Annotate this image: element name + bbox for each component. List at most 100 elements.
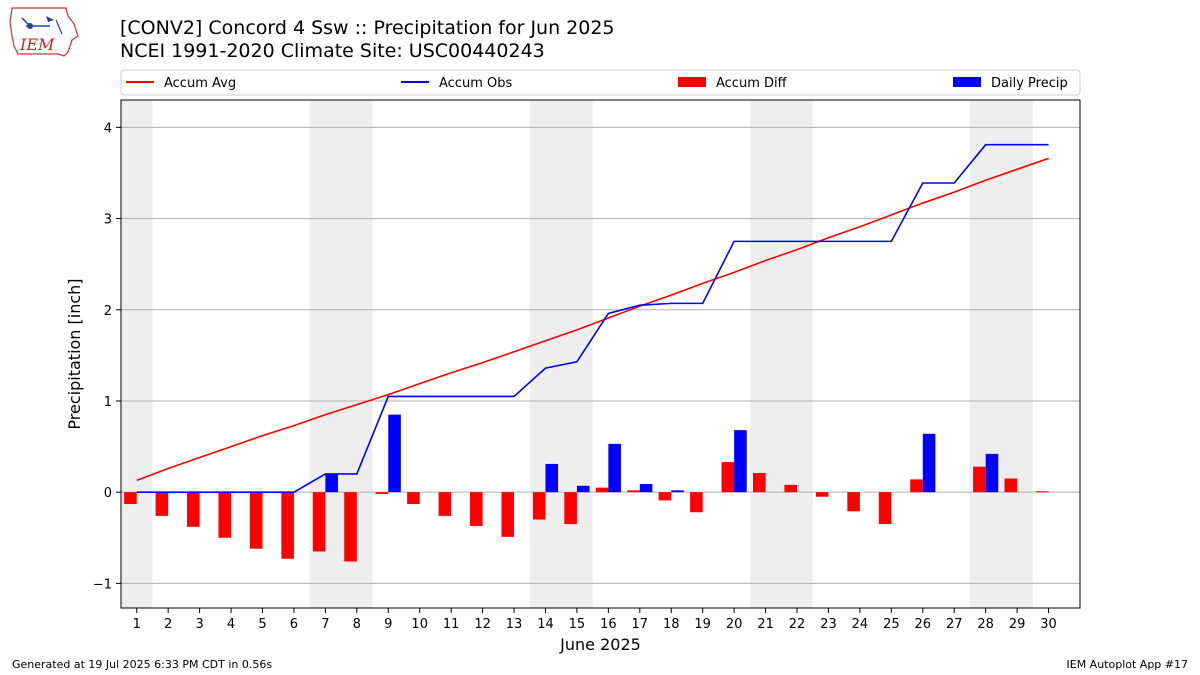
iem-logo: IEM xyxy=(9,7,79,57)
accum-diff-bar xyxy=(187,492,200,527)
grid-lines xyxy=(121,126,1080,584)
weekend-shade xyxy=(969,100,1033,608)
bars xyxy=(124,414,1049,562)
x-tick-label: 20 xyxy=(726,617,743,632)
accum-diff-bar xyxy=(281,492,294,559)
chart-subtitle: NCEI 1991-2020 Climate Site: USC00440243 xyxy=(120,40,545,62)
y-tick-label: −1 xyxy=(93,577,112,592)
accum-diff-bar xyxy=(973,466,986,493)
chart-title: [CONV2] Concord 4 Ssw :: Precipitation f… xyxy=(120,17,615,39)
accum-diff-bar xyxy=(658,492,672,501)
x-tick-label: 7 xyxy=(321,617,329,632)
weekend-shade xyxy=(121,100,153,608)
x-tick-label: 28 xyxy=(977,617,994,632)
accum-diff-bar xyxy=(407,492,420,505)
x-tick-label: 13 xyxy=(506,617,523,632)
accum-avg-line xyxy=(136,157,1049,482)
legend-frame xyxy=(120,69,1081,96)
x-tick-label: 4 xyxy=(227,617,235,632)
legend: Accum Avg Accum Obs Accum Diff Daily Precip xyxy=(120,69,1081,96)
accum-obs-line xyxy=(136,143,1049,493)
daily-precip-bar xyxy=(608,443,621,493)
legend-label: Accum Obs xyxy=(439,76,512,91)
daily-precip-bar xyxy=(985,453,999,493)
daily-precip-bar xyxy=(671,490,684,493)
legend-label: Daily Precip xyxy=(991,76,1068,91)
accum-diff-bar xyxy=(438,492,452,516)
x-tick-label: 22 xyxy=(789,617,806,632)
x-tick-label: 15 xyxy=(569,617,586,632)
x-tick-label: 10 xyxy=(411,617,428,632)
y-tick-label: 0 xyxy=(104,486,112,501)
x-tick-label: 8 xyxy=(353,617,361,632)
series-lines xyxy=(136,143,1049,493)
x-tick-label: 2 xyxy=(164,617,172,632)
daily-precip-bar xyxy=(545,463,559,493)
accum-diff-bar xyxy=(155,492,169,516)
x-tick-label: 30 xyxy=(1040,617,1057,632)
x-tick-label: 16 xyxy=(600,617,617,632)
legend-swatch-bar xyxy=(953,77,981,87)
daily-precip-bar xyxy=(734,430,747,493)
x-tick-label: 26 xyxy=(915,617,932,632)
accum-diff-bar xyxy=(752,473,766,493)
x-tick-label: 18 xyxy=(663,617,680,632)
y-tick-label: 2 xyxy=(104,304,112,319)
y-tick-label: 3 xyxy=(104,213,112,228)
weekend-shade xyxy=(749,100,813,608)
accum-diff-bar xyxy=(344,492,357,562)
x-tick-label: 24 xyxy=(852,617,869,632)
iem-logo-text: IEM xyxy=(19,35,55,54)
accum-diff-bar xyxy=(1004,478,1018,493)
daily-precip-bar xyxy=(922,433,936,493)
x-tick-label: 5 xyxy=(258,617,266,632)
x-tick-label: 6 xyxy=(290,617,298,632)
daily-precip-bar xyxy=(388,414,401,493)
daily-precip-bar xyxy=(639,483,653,493)
y-tick-label: 4 xyxy=(104,121,112,136)
plot-frame xyxy=(120,99,1081,609)
accum-diff-bar xyxy=(470,492,483,526)
accum-diff-bar xyxy=(847,492,860,512)
x-tick-label: 23 xyxy=(820,617,837,632)
x-tick-label: 25 xyxy=(883,617,900,632)
accum-diff-bar xyxy=(249,492,263,549)
x-axis-label: June 2025 xyxy=(559,635,641,654)
footer-generated: Generated at 19 Jul 2025 6:33 PM CDT in … xyxy=(12,658,273,671)
y-axis-label: Precipitation [inch] xyxy=(65,278,84,429)
x-tick-label: 9 xyxy=(384,617,392,632)
accum-diff-bar xyxy=(595,487,609,493)
accum-diff-bar xyxy=(124,492,137,505)
accum-diff-bar xyxy=(564,492,577,525)
x-tick-label: 11 xyxy=(443,617,460,632)
x-tick-label: 19 xyxy=(694,617,711,632)
weekend-shade xyxy=(529,100,593,608)
accum-diff-bar xyxy=(218,492,232,538)
accum-diff-bar xyxy=(690,492,703,513)
accum-diff-bar xyxy=(910,479,923,493)
x-tick-label: 17 xyxy=(632,617,649,632)
x-tick-label: 3 xyxy=(195,617,203,632)
accum-diff-bar xyxy=(375,492,389,494)
x-tick-label: 12 xyxy=(474,617,491,632)
accum-diff-bar xyxy=(721,462,735,493)
y-tick-label: 1 xyxy=(104,395,112,410)
accum-diff-bar xyxy=(784,484,798,493)
x-tick-label: 21 xyxy=(757,617,774,632)
accum-diff-bar xyxy=(1035,491,1049,493)
accum-diff-bar xyxy=(312,492,326,552)
x-tick-label: 27 xyxy=(946,617,963,632)
x-tick-label: 14 xyxy=(537,617,554,632)
daily-precip-bar xyxy=(576,485,590,493)
accum-diff-bar xyxy=(627,490,640,493)
accum-diff-bar xyxy=(532,492,546,520)
accum-diff-bar xyxy=(878,492,892,525)
legend-label: Accum Avg xyxy=(164,76,236,91)
x-tick-label: 29 xyxy=(1009,617,1026,632)
footer-app: IEM Autoplot App #17 xyxy=(1066,658,1189,671)
legend-label: Accum Diff xyxy=(716,76,788,91)
legend-swatch-bar xyxy=(678,77,706,87)
daily-precip-bar xyxy=(325,473,338,493)
